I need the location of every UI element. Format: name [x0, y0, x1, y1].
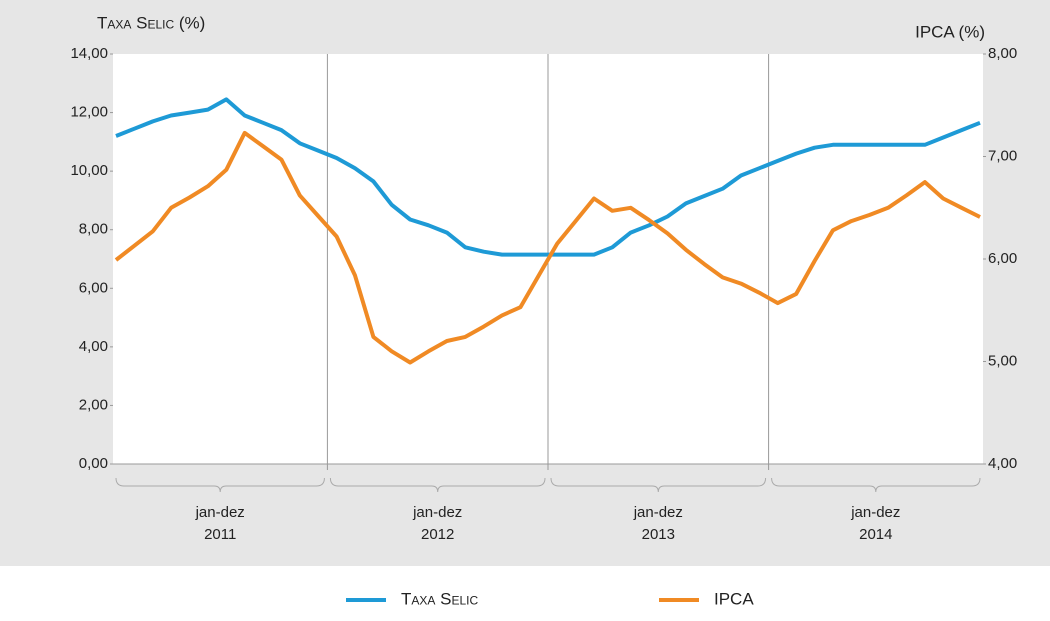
y-tick-label: 2,00 — [79, 396, 108, 413]
y2-tick-label: 7,00 — [988, 147, 1017, 164]
y-tick-label: 6,00 — [79, 279, 108, 296]
y2-tick-label: 5,00 — [988, 352, 1017, 369]
series-line — [115, 97, 981, 257]
group-year-label: 2014 — [859, 526, 892, 543]
y2-tick-label: 4,00 — [988, 455, 1017, 472]
y-tick-label: 14,00 — [70, 45, 108, 62]
group-period-label: jan-dez — [412, 504, 462, 521]
legend-label: IPCA — [714, 589, 754, 608]
bracket — [329, 477, 546, 493]
series-line — [114, 130, 981, 365]
y2-axis-label: IPCA (%) — [915, 22, 985, 41]
y-axis-label: Taxa Selic (%) — [97, 13, 205, 32]
y2-tick-label: 6,00 — [988, 250, 1017, 267]
y-tick-label: 12,00 — [70, 104, 108, 121]
bracket — [550, 477, 767, 493]
bracket — [115, 477, 325, 493]
legend-label: Taxa Selic — [401, 589, 478, 608]
y-tick-label: 0,00 — [79, 455, 108, 472]
group-period-label: jan-dez — [195, 504, 245, 521]
bracket — [771, 477, 981, 493]
group-year-label: 2011 — [204, 526, 236, 543]
group-year-label: 2013 — [642, 526, 675, 543]
group-period-label: jan-dez — [850, 504, 900, 521]
y-tick-label: 4,00 — [79, 338, 108, 355]
y-tick-label: 10,00 — [70, 162, 108, 179]
y2-tick-label: 8,00 — [988, 45, 1017, 62]
y-tick-label: 8,00 — [79, 221, 108, 238]
group-year-label: 2012 — [421, 526, 454, 543]
group-period-label: jan-dez — [633, 504, 683, 521]
